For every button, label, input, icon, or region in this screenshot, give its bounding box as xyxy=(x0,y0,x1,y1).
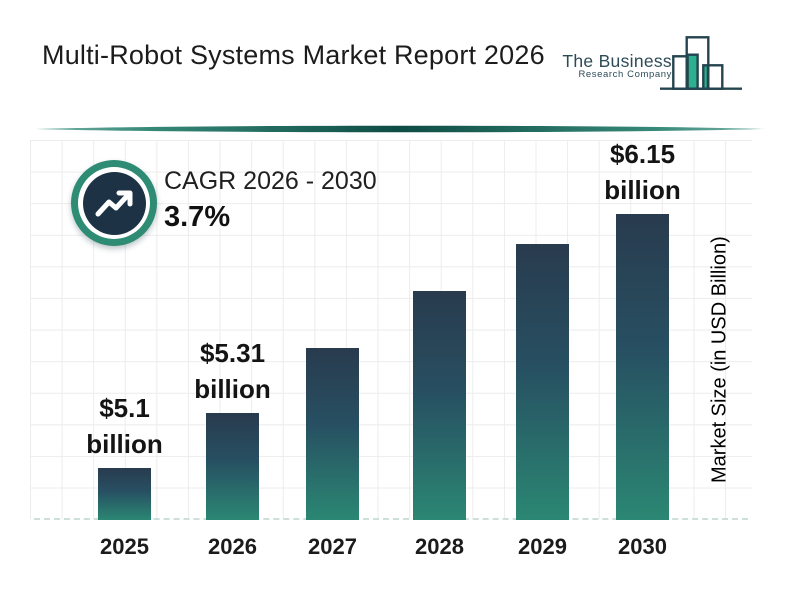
y-axis-title: Market Size (in USD Billion) xyxy=(708,236,731,484)
chart-bar-2030 xyxy=(616,214,669,520)
company-logo: The Business Research Company xyxy=(560,30,760,100)
chart-bar-2029 xyxy=(516,244,569,520)
trending-up-arrow-icon xyxy=(82,171,146,235)
x-axis-baseline xyxy=(34,518,748,520)
chart-bar-2028 xyxy=(413,291,466,520)
cagr-badge-ring xyxy=(78,167,150,239)
bar-chart-skyline-icon xyxy=(658,34,744,97)
chart-bar-2027 xyxy=(306,348,359,520)
cagr-value: 3.7% xyxy=(164,201,231,233)
chart-bar-2025 xyxy=(98,468,151,520)
x-tick-label-2025: 2025 xyxy=(100,534,149,559)
x-tick-label-2026: 2026 xyxy=(208,534,257,559)
logo-text: The Business Research Company xyxy=(560,52,672,80)
chart-bar-2026 xyxy=(206,413,259,520)
cagr-period-label: CAGR 2026 - 2030 xyxy=(164,167,377,195)
bar-value-label-2025: $5.1 billion xyxy=(86,393,163,459)
x-tick-label-2027: 2027 xyxy=(308,534,357,559)
bar-value-label-2026: $5.31 billion xyxy=(194,338,271,404)
logo-subname: Research Company xyxy=(578,69,672,80)
bar-value-label-2030: $6.15 billion xyxy=(604,139,681,205)
x-tick-label-2028: 2028 xyxy=(415,534,464,559)
header-divider xyxy=(35,122,765,140)
page-title: Multi-Robot Systems Market Report 2026 xyxy=(42,40,545,70)
logo-name: The Business xyxy=(562,51,672,71)
cagr-badge xyxy=(71,160,157,246)
x-tick-label-2030: 2030 xyxy=(618,534,667,559)
x-tick-label-2029: 2029 xyxy=(518,534,567,559)
